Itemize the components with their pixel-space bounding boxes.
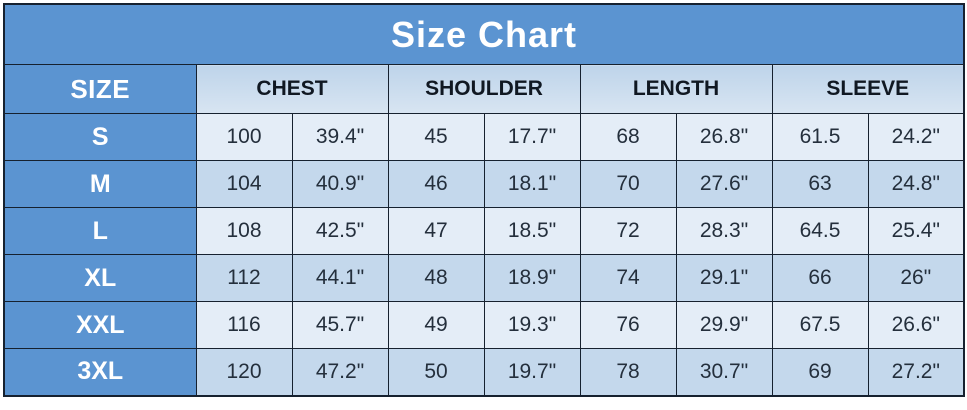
cell-3xl-length-in: 30.7" — [675, 348, 773, 396]
column-header-size: SIZE — [3, 64, 197, 114]
cell-l-chest-in: 42.5" — [291, 207, 389, 255]
title-row: Size Chart — [3, 3, 965, 65]
row-label-xl: XL — [3, 254, 197, 302]
table-row-m: M 104 40.9" 46 18.1" 70 27.6" 63 24.8" — [3, 160, 965, 208]
cell-s-chest-cm: 100 — [195, 113, 293, 161]
cell-s-chest-in: 39.4" — [291, 113, 389, 161]
row-label-xxl: XXL — [3, 301, 197, 349]
cell-s-sleeve-cm: 61.5 — [771, 113, 869, 161]
cell-3xl-length-cm: 78 — [579, 348, 677, 396]
table-row-3xl: 3XL 120 47.2" 50 19.7" 78 30.7" 69 27.2" — [3, 348, 965, 396]
cell-xl-shoulder-in: 18.9" — [483, 254, 581, 302]
cell-l-shoulder-cm: 47 — [387, 207, 485, 255]
row-label-s: S — [3, 113, 197, 161]
cell-xxl-chest-cm: 116 — [195, 301, 293, 349]
cell-xl-sleeve-cm: 66 — [771, 254, 869, 302]
cell-3xl-chest-in: 47.2" — [291, 348, 389, 396]
cell-l-length-in: 28.3" — [675, 207, 773, 255]
cell-xxl-shoulder-cm: 49 — [387, 301, 485, 349]
cell-l-shoulder-in: 18.5" — [483, 207, 581, 255]
cell-xl-length-cm: 74 — [579, 254, 677, 302]
cell-m-shoulder-cm: 46 — [387, 160, 485, 208]
column-header-shoulder: SHOULDER — [387, 64, 581, 114]
row-label-3xl: 3XL — [3, 348, 197, 396]
cell-xl-chest-in: 44.1" — [291, 254, 389, 302]
row-label-m: M — [3, 160, 197, 208]
cell-xl-shoulder-cm: 48 — [387, 254, 485, 302]
cell-l-sleeve-in: 25.4" — [867, 207, 965, 255]
cell-xl-chest-cm: 112 — [195, 254, 293, 302]
cell-xxl-length-cm: 76 — [579, 301, 677, 349]
cell-xl-sleeve-in: 26" — [867, 254, 965, 302]
cell-3xl-chest-cm: 120 — [195, 348, 293, 396]
cell-l-chest-cm: 108 — [195, 207, 293, 255]
cell-l-sleeve-cm: 64.5 — [771, 207, 869, 255]
table-row-s: S 100 39.4" 45 17.7" 68 26.8" 61.5 24.2" — [3, 113, 965, 161]
cell-s-length-cm: 68 — [579, 113, 677, 161]
cell-xxl-length-in: 29.9" — [675, 301, 773, 349]
cell-xxl-sleeve-cm: 67.5 — [771, 301, 869, 349]
cell-xxl-shoulder-in: 19.3" — [483, 301, 581, 349]
cell-m-length-in: 27.6" — [675, 160, 773, 208]
cell-l-length-cm: 72 — [579, 207, 677, 255]
cell-3xl-shoulder-cm: 50 — [387, 348, 485, 396]
row-label-l: L — [3, 207, 197, 255]
table-row-xxl: XXL 116 45.7" 49 19.3" 76 29.9" 67.5 26.… — [3, 301, 965, 349]
cell-s-sleeve-in: 24.2" — [867, 113, 965, 161]
cell-m-length-cm: 70 — [579, 160, 677, 208]
cell-m-sleeve-in: 24.8" — [867, 160, 965, 208]
cell-m-chest-cm: 104 — [195, 160, 293, 208]
cell-m-shoulder-in: 18.1" — [483, 160, 581, 208]
column-header-sleeve: SLEEVE — [771, 64, 965, 114]
column-header-length: LENGTH — [579, 64, 773, 114]
column-header-row: SIZE CHEST SHOULDER LENGTH SLEEVE — [3, 64, 965, 114]
cell-3xl-shoulder-in: 19.7" — [483, 348, 581, 396]
page-title: Size Chart — [3, 3, 965, 65]
cell-s-length-in: 26.8" — [675, 113, 773, 161]
table-row-l: L 108 42.5" 47 18.5" 72 28.3" 64.5 25.4" — [3, 207, 965, 255]
cell-3xl-sleeve-cm: 69 — [771, 348, 869, 396]
cell-s-shoulder-in: 17.7" — [483, 113, 581, 161]
cell-xxl-chest-in: 45.7" — [291, 301, 389, 349]
size-chart-table: Size Chart SIZE CHEST SHOULDER LENGTH SL… — [3, 3, 966, 397]
cell-s-shoulder-cm: 45 — [387, 113, 485, 161]
cell-m-chest-in: 40.9" — [291, 160, 389, 208]
cell-m-sleeve-cm: 63 — [771, 160, 869, 208]
cell-3xl-sleeve-in: 27.2" — [867, 348, 965, 396]
cell-xxl-sleeve-in: 26.6" — [867, 301, 965, 349]
column-header-chest: CHEST — [195, 64, 389, 114]
cell-xl-length-in: 29.1" — [675, 254, 773, 302]
table-row-xl: XL 112 44.1" 48 18.9" 74 29.1" 66 26" — [3, 254, 965, 302]
